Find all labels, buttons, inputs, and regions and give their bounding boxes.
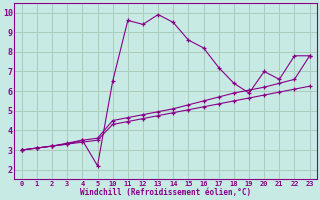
X-axis label: Windchill (Refroidissement éolien,°C): Windchill (Refroidissement éolien,°C) <box>80 188 251 197</box>
